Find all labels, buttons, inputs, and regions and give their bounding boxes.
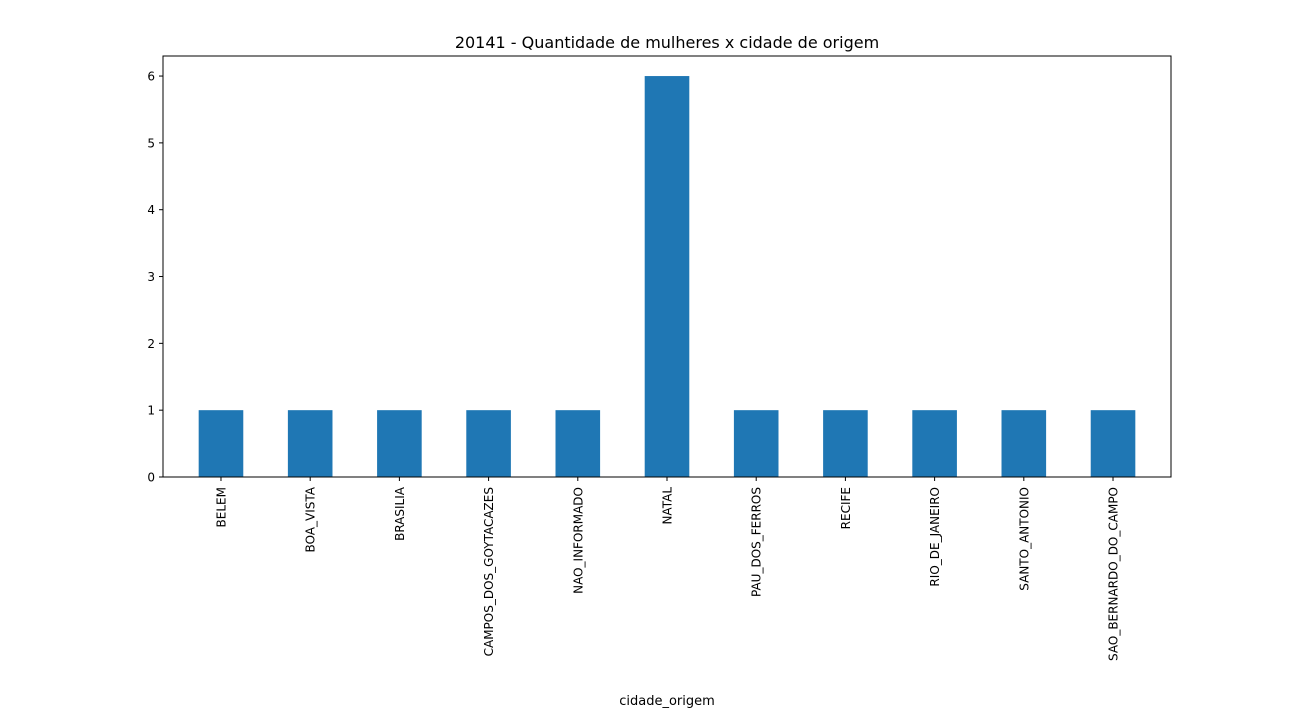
y-tick-label: 4 <box>147 203 155 217</box>
x-tick-label: NATAL <box>661 487 675 525</box>
bar-nao-informado <box>555 410 601 477</box>
y-axis: 0 1 2 3 4 5 6 <box>147 70 163 485</box>
x-tick-label: BELEM <box>214 487 228 527</box>
y-tick-label: 3 <box>147 270 155 284</box>
bar-santo-antonio <box>1001 410 1047 477</box>
x-tick-label: RECIFE <box>839 487 853 529</box>
bar-rio-de-janeiro <box>912 410 957 477</box>
x-tick-label: SAO_BERNARDO_DO_CAMPO <box>1107 487 1121 661</box>
y-tick-label: 0 <box>147 471 155 485</box>
bar-brasilia <box>377 410 422 477</box>
bars-layer <box>198 76 1136 478</box>
y-tick-label: 1 <box>147 404 155 418</box>
x-tick-label: RIO_DE_JANEIRO <box>928 487 942 587</box>
chart-title: 20141 - Quantidade de mulheres x cidade … <box>455 33 879 52</box>
x-tick-label: BOA_VISTA <box>304 486 318 552</box>
x-tick-label: CAMPOS_DOS_GOYTACAZES <box>482 487 496 656</box>
x-tick-label: SANTO_ANTONIO <box>1017 487 1031 591</box>
y-tick-label: 2 <box>147 337 155 351</box>
bar-sao-bernardo-do-campo <box>1090 410 1136 477</box>
bar-recife <box>823 410 868 477</box>
bar-belem <box>198 410 244 477</box>
x-axis: BELEM BOA_VISTA BRASILIA CAMPOS_DOS_GOYTACA… <box>214 477 1121 661</box>
x-tick-label: NAO_INFORMADO <box>571 487 585 594</box>
y-tick-label: 5 <box>147 136 155 150</box>
bar-boa-vista <box>287 410 333 477</box>
x-tick-label: BRASILIA <box>393 486 407 541</box>
x-tick-label: PAU_DOS_FERROS <box>750 487 764 597</box>
y-tick-label: 6 <box>147 70 155 84</box>
bar-campos-dos-goytacazes <box>466 410 511 477</box>
bar-natal <box>644 76 690 478</box>
bar-pau-dos-ferros <box>733 410 779 477</box>
x-axis-label: cidade_origem <box>619 694 715 709</box>
